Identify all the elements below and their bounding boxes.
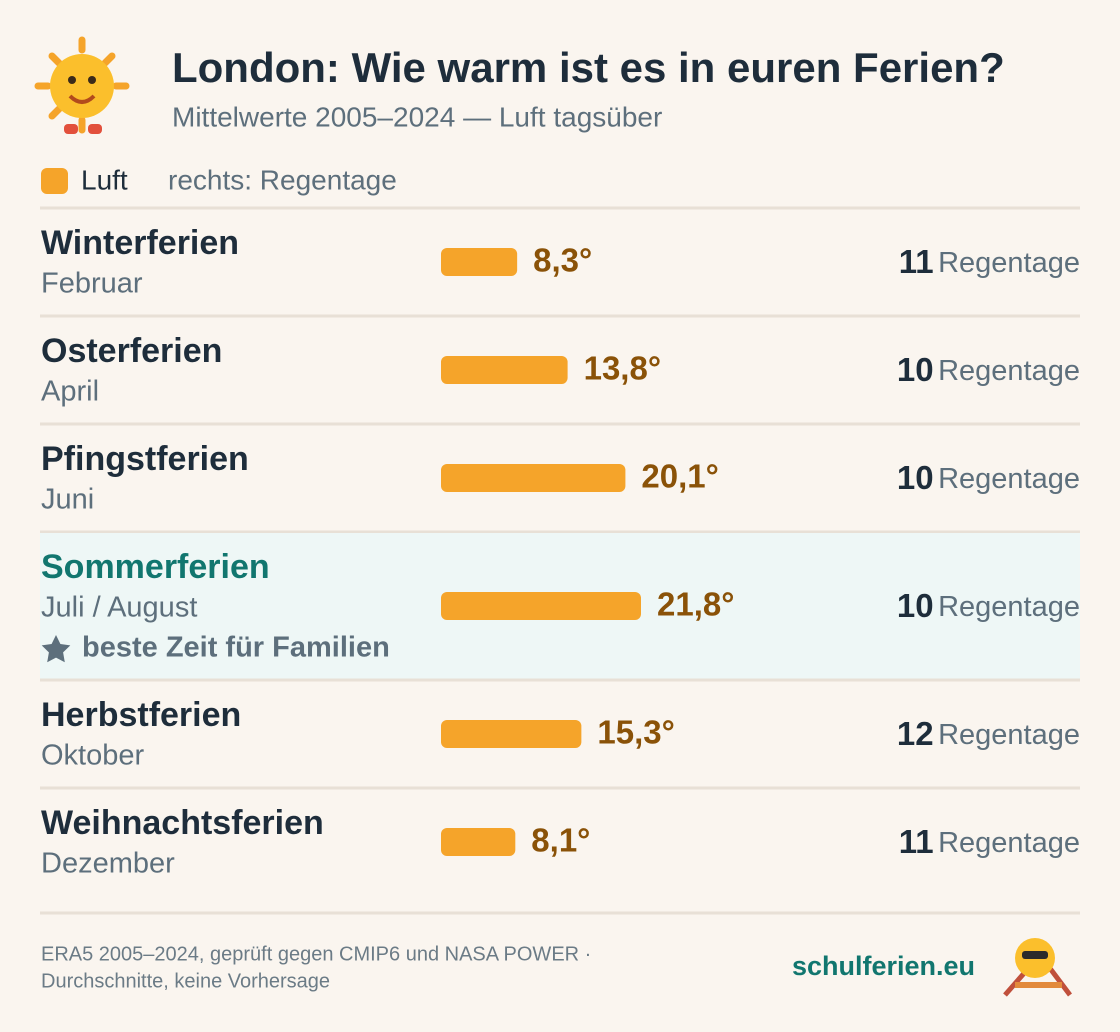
star-icon xyxy=(41,635,71,663)
value-label: 13,8° xyxy=(584,350,661,387)
value-label: 15,3° xyxy=(597,714,674,751)
bar xyxy=(441,592,641,620)
category-name: Weihnachtsferien xyxy=(41,804,324,842)
rain-unit: Regentage xyxy=(938,463,1080,495)
rain-count: 11 xyxy=(899,243,934,280)
rain-days: 12 Regentage xyxy=(897,715,1080,752)
legend-swatch xyxy=(41,168,68,194)
value-label: 21,8° xyxy=(657,586,734,623)
rain-days: 10 Regentage xyxy=(897,587,1080,624)
bar xyxy=(441,828,516,856)
month-label: April xyxy=(41,376,99,408)
rain-count: 11 xyxy=(899,823,934,860)
title: London: Wie warm ist es in euren Ferien? xyxy=(172,44,1005,91)
bar xyxy=(441,464,626,492)
note: beste Zeit für Familien xyxy=(82,632,390,664)
rain-unit: Regentage xyxy=(938,591,1080,623)
bar xyxy=(441,248,518,276)
rain-count: 10 xyxy=(897,351,934,388)
rain-days: 11 Regentage xyxy=(899,243,1080,280)
rain-count: 12 xyxy=(897,715,934,752)
month-label: Juli / August xyxy=(41,592,197,624)
category-name: Winterferien xyxy=(41,224,239,262)
row: Winterferien Februar 8,3° 11 Regentage xyxy=(41,224,1080,300)
sun-mascot xyxy=(34,36,130,134)
rain-days: 10 Regentage xyxy=(897,351,1080,388)
row: Herbstferien Oktober 15,3° 12 Regentage xyxy=(41,696,1080,772)
rain-unit: Regentage xyxy=(938,827,1080,859)
row: Pfingstferien Juni 20,1° 10 Regentage xyxy=(41,440,1080,516)
category-name: Pfingstferien xyxy=(41,440,249,478)
brand: schulferien.eu xyxy=(792,951,975,981)
row: Weihnachtsferien Dezember 8,1° 11 Regentage xyxy=(41,804,1080,880)
rain-unit: Regentage xyxy=(938,719,1080,751)
bar xyxy=(441,356,568,384)
rain-count: 10 xyxy=(897,459,934,496)
value-label: 20,1° xyxy=(641,458,718,495)
value-label: 8,3° xyxy=(533,242,592,279)
rain-unit: Regentage xyxy=(938,247,1080,279)
month-label: Oktober xyxy=(41,740,144,772)
category-name: Herbstferien xyxy=(41,696,241,734)
month-label: Juni xyxy=(41,484,94,516)
subtitle: Mittelwerte 2005–2024 — Luft tagsüber xyxy=(172,101,662,132)
source-line: Durchschnitte, keine Vorhersage xyxy=(41,970,330,992)
row: Sommerferien Juli / August beste Zeit für … xyxy=(40,533,1080,679)
bar xyxy=(441,720,582,748)
legend-label: Luft xyxy=(81,164,128,195)
month-label: Februar xyxy=(41,268,143,300)
rain-days: 11 Regentage xyxy=(899,823,1080,860)
rain-days: 10 Regentage xyxy=(897,459,1080,496)
category-name: Sommerferien xyxy=(41,548,270,586)
month-label: Dezember xyxy=(41,848,175,880)
legend-note: rechts: Regentage xyxy=(168,164,397,195)
row: Osterferien April 13,8° 10 Regentage xyxy=(41,332,1080,408)
rain-unit: Regentage xyxy=(938,355,1080,387)
sun-chair-icon xyxy=(1003,938,1072,997)
source-line: ERA5 2005–2024, geprüft gegen CMIP6 und … xyxy=(41,943,591,965)
rain-count: 10 xyxy=(897,587,934,624)
category-name: Osterferien xyxy=(41,332,222,370)
value-label: 8,1° xyxy=(531,822,590,859)
